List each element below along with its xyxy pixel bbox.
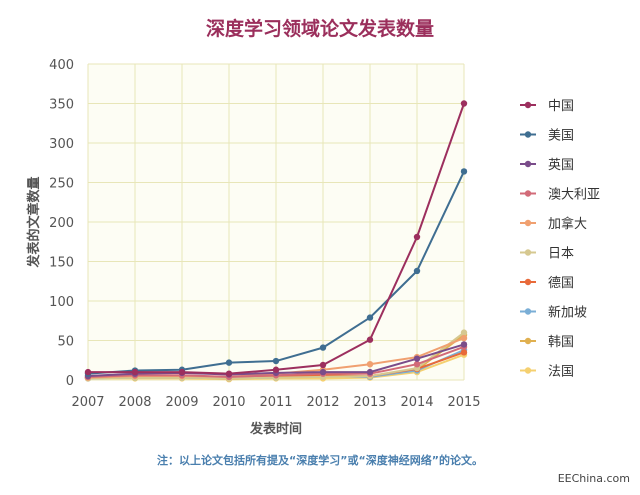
- legend-swatch-marker: [524, 249, 532, 256]
- data-point-中国: [84, 368, 92, 376]
- data-point-中国: [460, 100, 468, 107]
- legend-swatch-marker: [524, 131, 532, 138]
- data-point-日本: [460, 329, 468, 336]
- data-point-英国: [366, 368, 374, 376]
- legend-swatch-marker: [524, 101, 532, 109]
- legend-swatch-marker: [524, 219, 532, 227]
- data-point-中国: [131, 368, 139, 376]
- data-point-美国: [225, 359, 233, 366]
- legend-label: 美国: [548, 129, 574, 144]
- y-tick-label: 200: [49, 216, 74, 231]
- data-point-中国: [272, 366, 280, 373]
- legend-label: 澳大利亚: [548, 187, 600, 203]
- x-tick-label: 2013: [353, 395, 386, 410]
- watermark: EEChina.com: [557, 472, 630, 485]
- legend-swatch-marker: [524, 337, 532, 345]
- data-point-加拿大: [460, 334, 468, 342]
- x-tick-label: 2010: [212, 395, 245, 410]
- data-point-中国: [319, 361, 327, 369]
- legend-swatch-marker: [524, 278, 532, 286]
- footnote: 注：以上论文包括所有提及“深度学习”或“深度神经网络”的论文。: [157, 454, 483, 467]
- y-tick-label: 250: [49, 177, 74, 192]
- data-point-美国: [272, 357, 280, 365]
- data-point-美国: [413, 267, 421, 275]
- y-tick-label: 350: [49, 98, 74, 113]
- data-point-中国: [225, 370, 233, 377]
- x-tick-label: 2007: [71, 395, 104, 410]
- data-point-加拿大: [366, 361, 374, 368]
- y-tick-label: 50: [57, 335, 74, 350]
- legend-label: 中国: [548, 99, 574, 114]
- x-tick-label: 2015: [447, 395, 480, 410]
- legend-label: 英国: [548, 158, 574, 173]
- x-tick-label: 2014: [400, 395, 433, 410]
- data-point-美国: [366, 314, 374, 321]
- legend-label: 加拿大: [548, 216, 587, 232]
- y-tick-label: 150: [49, 256, 74, 271]
- legend-label: 法国: [548, 365, 574, 380]
- x-tick-label: 2011: [259, 395, 292, 410]
- data-point-英国: [413, 355, 421, 362]
- legend-swatch-marker: [524, 160, 532, 168]
- data-point-中国: [366, 336, 374, 343]
- chart-title: 深度学习领域论文发表数量: [205, 18, 434, 40]
- data-point-英国: [319, 368, 327, 376]
- legend-label: 日本: [548, 247, 574, 262]
- data-point-美国: [460, 168, 468, 175]
- y-axis-label: 发表的文章数量: [26, 176, 42, 268]
- legend-label: 德国: [548, 276, 574, 291]
- legend-label: 韩国: [548, 335, 574, 350]
- legend-swatch-marker: [524, 367, 532, 374]
- x-tick-label: 2012: [306, 395, 339, 410]
- data-point-美国: [319, 344, 327, 351]
- legend-label: 新加坡: [548, 305, 587, 321]
- x-axis-label: 发表时间: [249, 421, 302, 437]
- data-point-中国: [413, 233, 421, 241]
- x-tick-label: 2009: [165, 395, 198, 410]
- y-tick-label: 400: [49, 58, 74, 73]
- x-tick-label: 2008: [118, 395, 151, 410]
- data-point-德国: [460, 349, 468, 356]
- y-tick-label: 300: [49, 137, 74, 152]
- data-point-中国: [178, 368, 186, 376]
- data-point-英国: [460, 341, 468, 348]
- data-point-澳大利亚: [413, 361, 421, 368]
- y-tick-label: 0: [66, 374, 74, 389]
- legend-swatch-marker: [524, 308, 532, 315]
- legend-swatch-marker: [524, 190, 532, 197]
- y-tick-label: 100: [49, 295, 74, 310]
